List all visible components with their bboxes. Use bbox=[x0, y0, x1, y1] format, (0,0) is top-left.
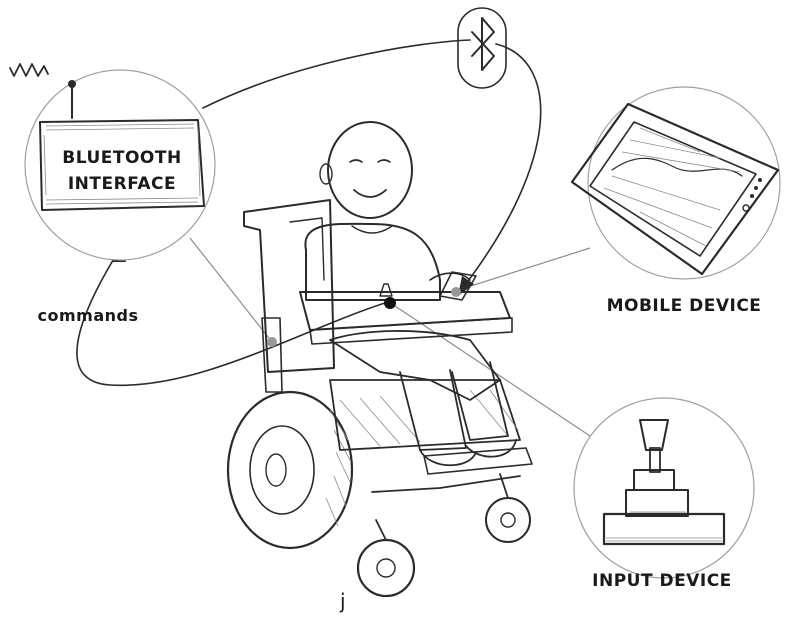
mobile-device-marker bbox=[451, 287, 461, 297]
joystick-marker bbox=[384, 297, 396, 309]
mobile-device-circle bbox=[587, 86, 781, 280]
bluetooth-interface-label-line1: BLUETOOTH bbox=[62, 148, 181, 168]
mobile-on-tray bbox=[439, 271, 477, 301]
bluetooth-link-arc bbox=[202, 39, 542, 286]
signature: j bbox=[339, 589, 346, 613]
input-device-group: INPUT DEVICE bbox=[573, 397, 755, 591]
commands-label: commands bbox=[38, 306, 139, 325]
connector-bt-to-chair bbox=[189, 237, 273, 343]
bluetooth-interface-group: BLUETOOTH INTERFACE bbox=[9, 63, 216, 261]
wheelchair-icon bbox=[226, 121, 533, 598]
wireless-signal-icon bbox=[9, 63, 49, 77]
joystick-icon bbox=[602, 419, 726, 546]
bluetooth-interface-box bbox=[39, 119, 205, 211]
connector-mobile-to-tray bbox=[451, 247, 591, 293]
tablet-icon bbox=[570, 102, 780, 276]
bluetooth-icon bbox=[457, 7, 507, 89]
mobile-device-label: MOBILE DEVICE bbox=[607, 296, 762, 316]
rear-wheel bbox=[226, 390, 354, 550]
mobile-device-group: MOBILE DEVICE bbox=[570, 86, 781, 316]
input-device-circle bbox=[573, 397, 755, 579]
joystick-on-tray bbox=[379, 283, 393, 297]
bluetooth-interface-label-line2: INTERFACE bbox=[68, 174, 176, 194]
input-device-label: INPUT DEVICE bbox=[592, 571, 732, 591]
bluetooth-interface-marker bbox=[267, 337, 277, 347]
